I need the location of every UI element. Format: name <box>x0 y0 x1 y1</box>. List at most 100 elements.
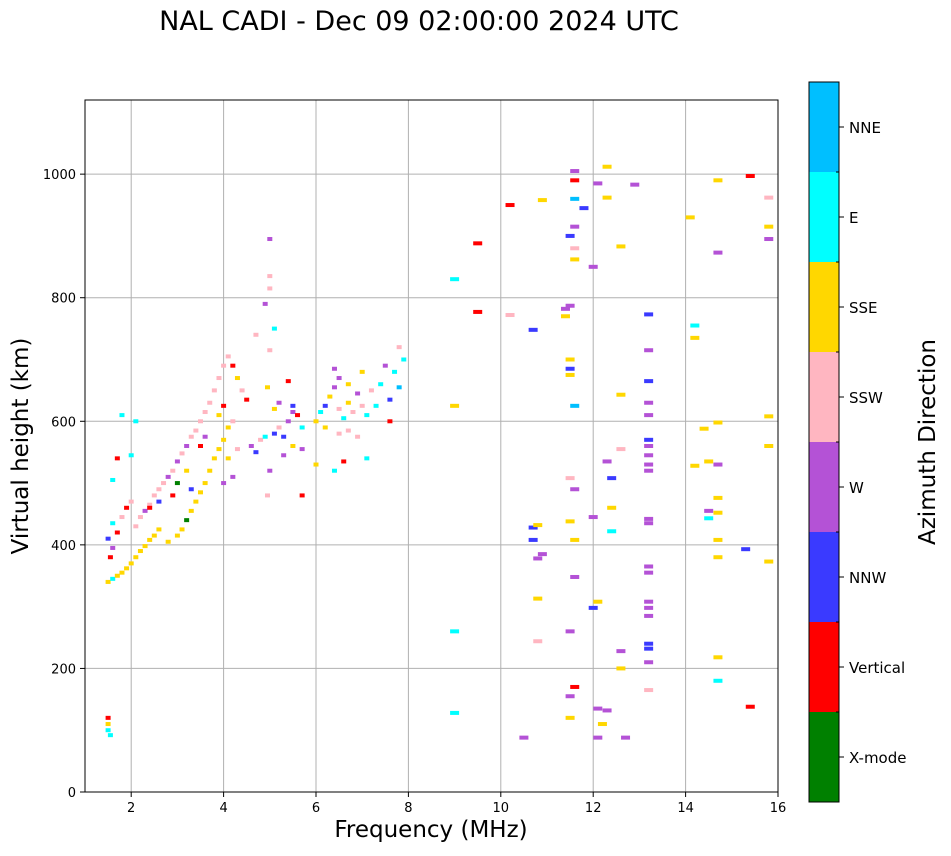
data-point <box>133 419 139 424</box>
data-point <box>142 544 148 549</box>
data-point <box>644 570 654 575</box>
data-point <box>588 515 598 520</box>
data-point <box>327 394 333 399</box>
y-tick-label: 800 <box>51 292 76 307</box>
data-point <box>690 463 700 468</box>
data-point <box>644 521 654 526</box>
data-point <box>644 468 654 473</box>
data-point <box>276 425 282 430</box>
data-point <box>271 326 277 331</box>
data-point <box>336 431 342 436</box>
data-point <box>267 468 273 473</box>
y-tick-label: 1000 <box>43 168 76 183</box>
data-point <box>331 468 337 473</box>
data-point <box>290 410 296 415</box>
data-point <box>170 493 176 498</box>
data-point <box>253 332 259 337</box>
data-point <box>225 456 231 461</box>
colorbar-tick-label: X-mode <box>849 749 906 767</box>
data-point <box>258 437 264 442</box>
y-tick-label: 0 <box>68 786 76 801</box>
data-point <box>382 363 388 368</box>
data-point <box>230 474 236 479</box>
data-point <box>607 505 617 510</box>
data-point <box>290 403 296 408</box>
data-point <box>322 403 328 408</box>
data-point <box>616 447 626 452</box>
colorbar-tick-label: Vertical <box>849 659 905 677</box>
x-tick-label: 4 <box>219 801 227 816</box>
data-point <box>170 468 176 473</box>
colorbar-segment <box>809 82 839 172</box>
data-point <box>396 345 402 350</box>
data-point <box>184 518 190 523</box>
data-point <box>579 206 589 211</box>
data-point <box>124 566 130 571</box>
data-point <box>299 493 305 498</box>
colorbar-frame <box>808 81 840 803</box>
data-point <box>147 502 153 507</box>
data-point <box>621 735 631 740</box>
colorbar-segment <box>809 262 839 352</box>
data-point <box>198 490 203 495</box>
data-point <box>253 450 259 455</box>
data-point <box>264 493 270 498</box>
data-point <box>230 419 236 424</box>
data-point <box>588 264 598 269</box>
data-point <box>216 413 222 418</box>
data-point <box>401 357 407 362</box>
data-point <box>128 561 134 566</box>
data-point <box>184 468 190 473</box>
data-point <box>570 403 580 408</box>
data-point <box>174 533 180 538</box>
data-point <box>593 181 603 186</box>
data-point <box>331 385 337 390</box>
data-point <box>570 257 580 262</box>
data-point <box>267 348 273 353</box>
data-point <box>602 459 612 464</box>
data-point <box>318 410 324 415</box>
data-point <box>473 309 483 314</box>
data-point <box>128 453 134 458</box>
data-point <box>165 474 171 479</box>
data-point <box>234 376 240 381</box>
data-point <box>644 641 654 646</box>
data-point <box>211 388 217 393</box>
data-point <box>281 434 287 439</box>
data-point <box>560 314 570 319</box>
data-point <box>644 564 654 569</box>
data-point <box>607 529 617 534</box>
data-point <box>616 244 626 249</box>
data-point <box>713 510 723 515</box>
data-point <box>119 515 125 520</box>
data-point <box>119 413 125 418</box>
data-point <box>202 410 208 415</box>
data-point <box>174 459 180 464</box>
data-point <box>107 733 113 738</box>
y-tick-label: 200 <box>51 662 76 677</box>
data-point <box>165 539 171 544</box>
data-point <box>221 403 227 408</box>
data-point <box>345 428 351 433</box>
data-point <box>713 495 723 500</box>
data-point <box>588 605 598 610</box>
data-point <box>565 519 575 524</box>
data-point <box>713 537 723 542</box>
data-point <box>764 444 774 448</box>
data-point <box>565 694 575 699</box>
data-point <box>216 376 222 381</box>
data-point <box>450 403 460 408</box>
data-point <box>188 434 194 439</box>
data-point <box>179 527 185 532</box>
data-point <box>699 426 709 431</box>
data-point <box>225 354 231 359</box>
data-point <box>110 576 116 581</box>
data-point <box>221 481 227 486</box>
data-point <box>184 444 190 448</box>
data-point <box>114 456 120 461</box>
y-tick-label: 400 <box>51 539 76 554</box>
data-point <box>299 425 305 430</box>
data-point <box>597 722 607 727</box>
data-point <box>267 237 273 242</box>
data-point <box>368 388 374 393</box>
